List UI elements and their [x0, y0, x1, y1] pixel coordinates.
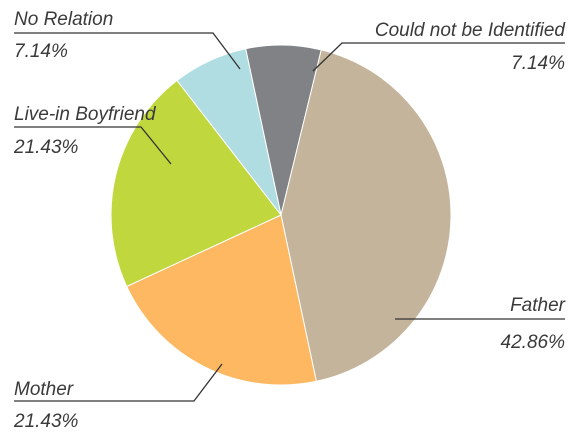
slice-label-text: Father — [510, 295, 566, 316]
slice-percent-text: 42.86% — [501, 332, 566, 353]
pie-slices — [111, 45, 451, 385]
slice-percent-text: 21.43% — [13, 137, 79, 158]
slice-label-text: No Relation — [14, 9, 113, 30]
slice-label-no-relation: No Relation 7.14% — [14, 9, 240, 69]
slice-percent-text: 21.43% — [13, 411, 79, 432]
slice-label-mother: Mother 21.43% — [13, 364, 222, 432]
slice-label-text: Mother — [14, 379, 74, 400]
slice-percent-text: 7.14% — [14, 41, 68, 62]
slice-label-text: Live-in Boyfriend — [14, 104, 157, 125]
slice-label-text: Could not be Identified — [375, 20, 567, 41]
slice-percent-text: 7.14% — [511, 53, 565, 74]
